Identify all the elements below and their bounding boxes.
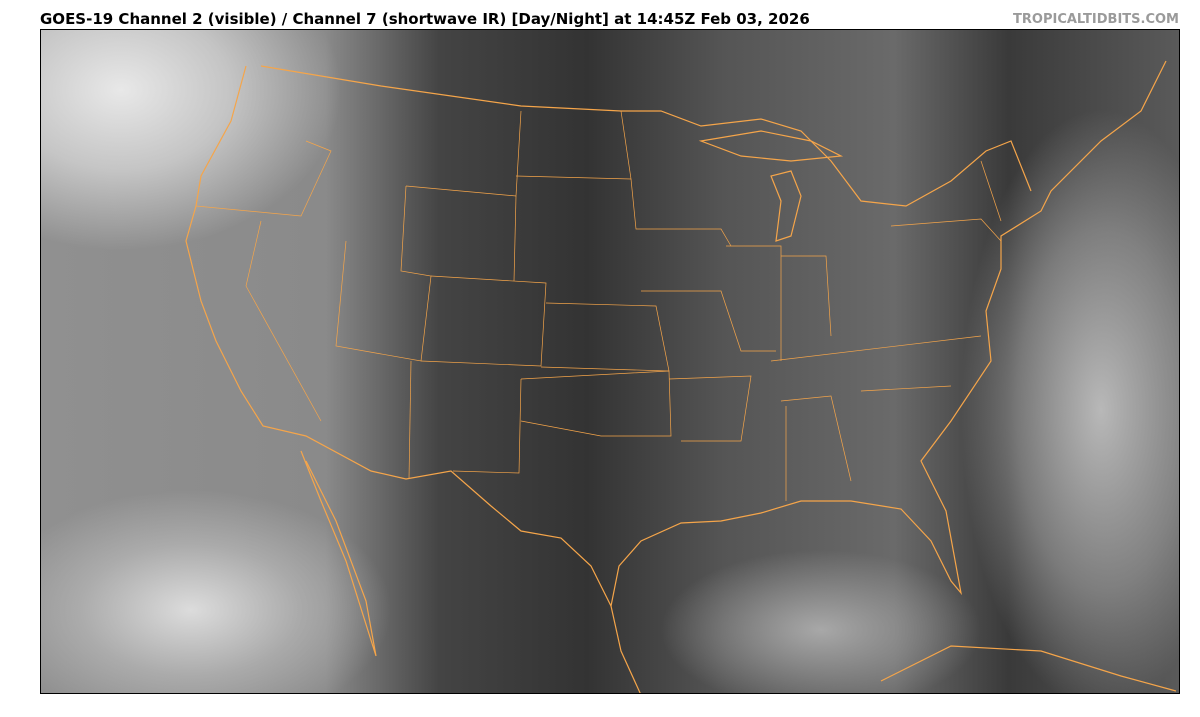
lake-michigan	[770, 170, 802, 242]
state-borders	[195, 110, 1002, 501]
satellite-map	[40, 29, 1180, 694]
map-title: GOES-19 Channel 2 (visible) / Channel 7 …	[40, 10, 810, 28]
canada-border	[260, 65, 1032, 207]
mexico-baja-coast	[300, 450, 377, 657]
us-coastline-border	[185, 60, 1167, 608]
boundaries-overlay	[185, 60, 1177, 693]
source-credit: TROPICALTIDBITS.COM	[1013, 12, 1179, 27]
lake-superior	[698, 130, 844, 162]
mexico-gulf-coast	[610, 605, 641, 693]
cuba-coast	[880, 645, 1177, 692]
